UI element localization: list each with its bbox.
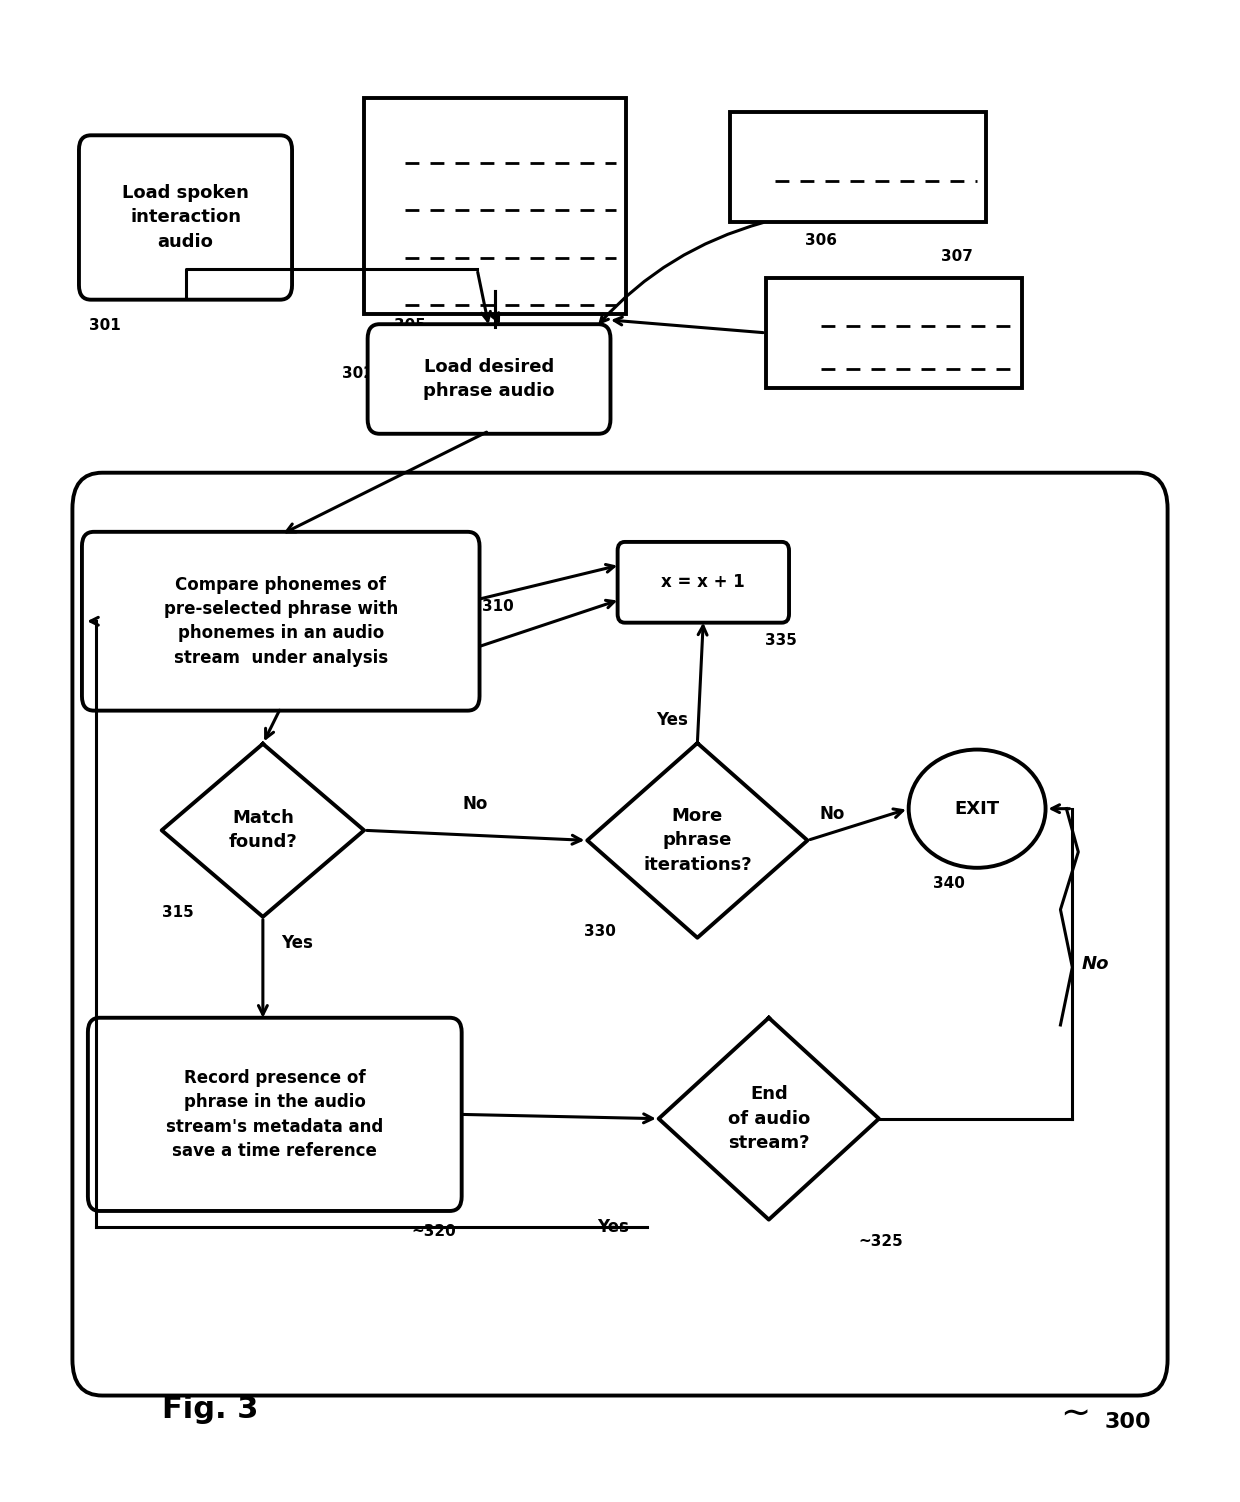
Text: Fig. 3: Fig. 3 — [161, 1395, 258, 1424]
Text: No: No — [463, 795, 489, 813]
Text: 307: 307 — [941, 249, 973, 264]
Text: EXIT: EXIT — [955, 799, 999, 817]
Text: Phrase 2: Phrase 2 — [813, 134, 903, 152]
Text: b: b — [378, 201, 391, 219]
Text: Yes: Yes — [596, 1218, 629, 1236]
Text: ~325: ~325 — [858, 1235, 903, 1250]
FancyBboxPatch shape — [618, 542, 789, 623]
Text: Compare phonemes of
pre-selected phrase with
phonemes in an audio
stream  under : Compare phonemes of pre-selected phrase … — [164, 575, 398, 667]
Text: a": a" — [780, 317, 800, 335]
Text: 335: 335 — [765, 632, 797, 647]
Polygon shape — [588, 743, 807, 937]
Text: n: n — [378, 296, 391, 314]
Text: Yes: Yes — [656, 710, 688, 728]
FancyBboxPatch shape — [88, 1018, 461, 1211]
FancyBboxPatch shape — [82, 532, 480, 710]
Text: 310: 310 — [482, 599, 513, 614]
Text: a': a' — [744, 173, 760, 191]
Text: Record presence of
phrase in the audio
stream's metadata and
save a time referen: Record presence of phrase in the audio s… — [166, 1069, 383, 1160]
FancyBboxPatch shape — [72, 473, 1168, 1395]
Text: Match
found?: Match found? — [228, 810, 298, 852]
Text: End
of audio
stream?: End of audio stream? — [728, 1086, 810, 1152]
Text: Load desired
phrase audio: Load desired phrase audio — [423, 357, 554, 400]
Text: 340: 340 — [932, 877, 965, 892]
Text: b": b" — [780, 360, 801, 379]
FancyBboxPatch shape — [730, 113, 986, 222]
Text: No: No — [1081, 955, 1110, 973]
Text: Load spoken
interaction
audio: Load spoken interaction audio — [122, 185, 249, 251]
Text: ~320: ~320 — [412, 1224, 456, 1239]
Text: 302: 302 — [341, 365, 373, 380]
Text: 301: 301 — [89, 318, 120, 333]
FancyBboxPatch shape — [766, 278, 1022, 388]
Text: Yes: Yes — [280, 934, 312, 952]
Text: 315: 315 — [161, 906, 193, 921]
Text: c: c — [378, 249, 388, 267]
FancyBboxPatch shape — [79, 135, 293, 300]
Text: 305: 305 — [394, 318, 425, 333]
Text: 300: 300 — [1105, 1412, 1151, 1431]
FancyBboxPatch shape — [367, 324, 610, 434]
Text: a: a — [378, 153, 389, 171]
Text: 330: 330 — [584, 924, 616, 939]
Text: Phrase n: Phrase n — [849, 300, 939, 318]
Text: No: No — [820, 805, 844, 823]
Text: 306: 306 — [805, 233, 837, 248]
Text: More
phrase
iterations?: More phrase iterations? — [644, 807, 751, 874]
FancyBboxPatch shape — [365, 98, 626, 314]
Ellipse shape — [909, 749, 1045, 868]
Polygon shape — [161, 743, 365, 916]
Text: Phrase 1: Phrase 1 — [451, 123, 539, 141]
Text: x = x + 1: x = x + 1 — [661, 574, 745, 592]
Text: ∼: ∼ — [1060, 1397, 1091, 1431]
Polygon shape — [658, 1018, 879, 1220]
